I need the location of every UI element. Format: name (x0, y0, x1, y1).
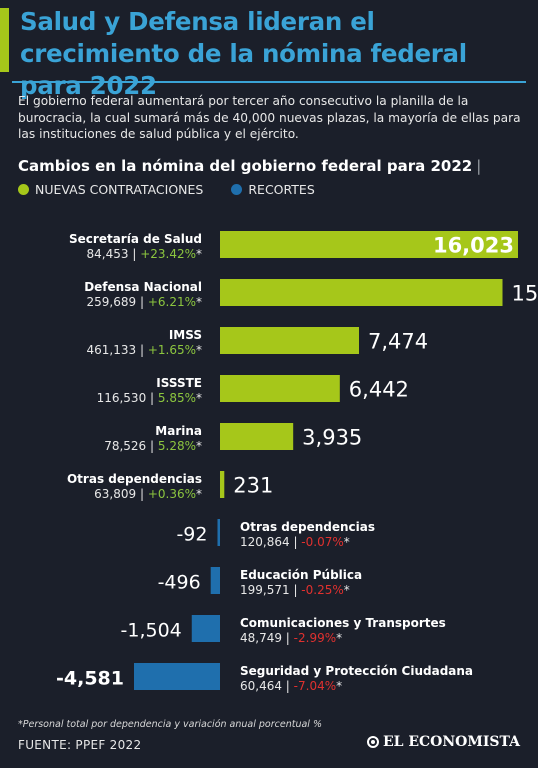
bar-hires (220, 471, 225, 498)
brand-mark-icon (366, 736, 379, 748)
chart-title: Cambios en la nómina del gobierno federa… (18, 157, 473, 175)
legend-label-cuts: RECORTES (248, 181, 315, 197)
category-label: Marina (155, 424, 202, 438)
category-label: Otras dependencias (240, 520, 375, 534)
bar-value-label: 3,935 (302, 426, 362, 450)
category-total-change: 48,749 | -2.99%* (240, 631, 342, 645)
bar-cuts (217, 519, 220, 546)
bar-cuts (134, 663, 220, 690)
category-label: Secretaría de Salud (69, 232, 202, 246)
category-label: Otras dependencias (67, 472, 202, 486)
category-label: IMSS (169, 328, 202, 342)
bar-hires (220, 423, 294, 450)
bar-value-label: 16,023 (433, 234, 514, 258)
bar-cuts (191, 615, 220, 642)
bar-value-label: -496 (158, 572, 201, 594)
bar-value-label: 6,442 (349, 378, 409, 402)
category-label: Seguridad y Protección Ciudadana (240, 664, 473, 678)
category-total-change: 78,526 | 5.28%* (104, 439, 202, 453)
bar-value-label: -92 (176, 524, 207, 546)
category-total-change: 84,453 | +23.42%* (87, 247, 202, 261)
category-total-change: 259,689 | +6.21%* (87, 295, 202, 309)
bar-hires (220, 327, 360, 354)
bar-hires (220, 375, 340, 402)
bar-value-label: -1,504 (121, 620, 182, 642)
legend-dot-hires (18, 183, 29, 195)
chart-title-separator: | (476, 157, 482, 175)
bar-cuts (210, 567, 220, 594)
bar-hires (220, 279, 503, 306)
category-total-change: 120,864 | -0.07%* (240, 535, 350, 549)
category-total-change: 199,571 | -0.25%* (240, 583, 350, 597)
category-label: Comunicaciones y Transportes (240, 616, 446, 630)
category-label: Defensa Nacional (84, 280, 202, 294)
category-label: ISSSTE (156, 376, 202, 390)
bar-value-label: 231 (233, 474, 273, 498)
legend-label-hires: NUEVAS CONTRATACIONES (35, 181, 204, 197)
footnote: *Personal total por dependencia y variac… (18, 719, 322, 730)
category-total-change: 116,530 | 5.85%* (97, 391, 202, 405)
page-title: Salud y Defensa lideran el crecimiento d… (20, 7, 467, 100)
brand-name: EL ECONOMISTA (382, 734, 520, 750)
bar-value-label: 7,474 (368, 330, 428, 354)
chart-title-row: Cambios en la nómina del gobierno federa… (18, 157, 481, 175)
legend-dot-cuts (231, 183, 243, 195)
category-label: Educación Pública (240, 568, 362, 582)
bar-hires (220, 231, 518, 258)
category-total-change: 461,133 | +1.65%* (87, 343, 202, 357)
brand-logo: EL ECONOMISTA (366, 734, 520, 750)
chart-legend: NUEVAS CONTRATACIONES RECORTES (18, 181, 315, 197)
intro-paragraph: El gobierno federal aumentará por tercer… (18, 94, 521, 141)
title-accent-bar (0, 8, 9, 72)
bar-value-label: -4,581 (56, 668, 124, 690)
category-total-change: 63,809 | +0.36%* (94, 487, 202, 501)
title-divider (12, 81, 526, 83)
source-note: FUENTE: PPEF 2022 (18, 738, 142, 752)
category-total-change: 60,464 | -7.04%* (240, 679, 342, 693)
bar-value-label: 15,190 (512, 282, 538, 306)
